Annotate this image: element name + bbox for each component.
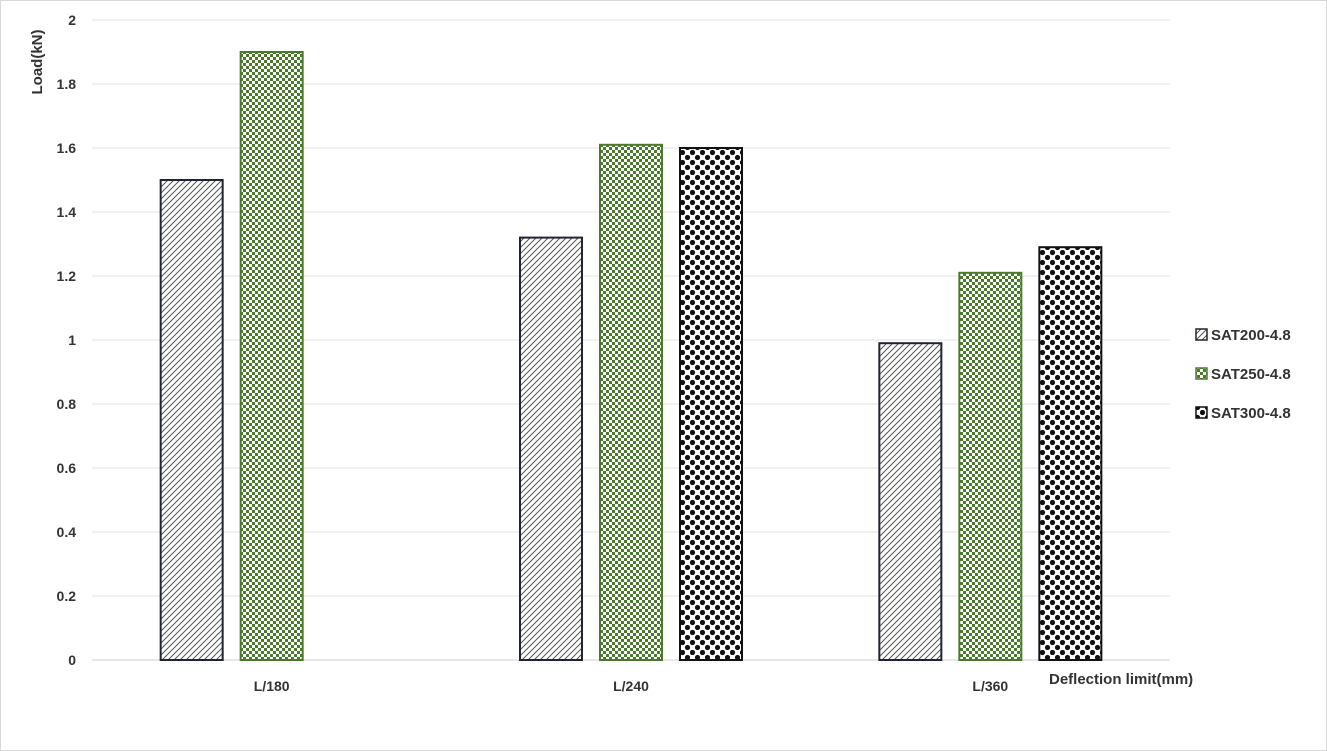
- y-tick-label: 0.2: [57, 588, 77, 604]
- bar-sat250-4-8-l-360: [958, 271, 1023, 661]
- legend-entry: SAT250-4.8: [1211, 366, 1291, 383]
- y-tick-label: 0.6: [57, 460, 77, 476]
- legend-swatch: [1195, 328, 1208, 341]
- legend-swatch: [1195, 367, 1208, 380]
- x-tick-label: L/180: [254, 678, 290, 694]
- y-axis-ticks: 0 0.2 0.4 0.6 0.8 1 1.2 1.4 1.6 1.8 2: [57, 12, 77, 668]
- bar-sat300-4-8-l-360: [1038, 246, 1103, 661]
- y-axis-title: Load(kN): [29, 30, 46, 95]
- bar-sat200-4-8-l-360: [878, 342, 943, 661]
- bar-sat200-4-8-l-240: [519, 236, 583, 661]
- legend-swatch: [1195, 406, 1208, 419]
- bar-sat250-4-8-l-180: [239, 51, 304, 661]
- y-tick-label: 0.8: [57, 396, 77, 412]
- bar-sat300-4-8-l-240: [679, 147, 743, 661]
- legend: SAT200-4.8 SAT250-4.8 SAT300-4.8: [1195, 327, 1291, 422]
- y-tick-label: 1: [68, 332, 76, 348]
- legend-entry: SAT200-4.8: [1211, 327, 1291, 344]
- y-tick-label: 0.4: [57, 524, 77, 540]
- y-tick-label: 1.6: [57, 140, 77, 156]
- x-axis-ticks: L/180 L/240 L/360: [254, 678, 1009, 694]
- y-tick-label: 2: [68, 12, 76, 28]
- y-tick-label: 1.2: [57, 268, 77, 284]
- x-tick-label: L/360: [972, 678, 1008, 694]
- bars: [159, 51, 1103, 662]
- x-tick-label: L/240: [613, 678, 649, 694]
- y-tick-label: 1.4: [57, 204, 77, 220]
- y-tick-label: 0: [68, 652, 76, 668]
- bar-sat200-4-8-l-180: [159, 179, 224, 661]
- bar-sat250-4-8-l-240: [599, 143, 663, 662]
- y-tick-label: 1.8: [57, 76, 77, 92]
- legend-entry: SAT300-4.8: [1211, 405, 1291, 422]
- x-axis-title: Deflection limit(mm): [1049, 671, 1193, 688]
